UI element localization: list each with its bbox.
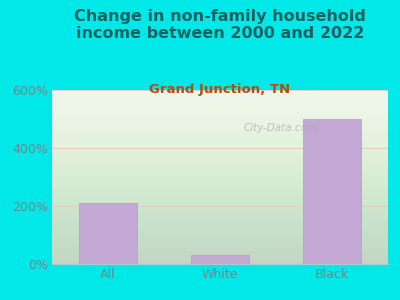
Text: Change in non-family household
income between 2000 and 2022: Change in non-family household income be… — [74, 9, 366, 41]
Bar — [303, 119, 361, 264]
Text: City-Data.com: City-Data.com — [244, 123, 318, 133]
Bar — [191, 255, 249, 264]
Text: Grand Junction, TN: Grand Junction, TN — [150, 82, 290, 95]
Bar — [79, 203, 137, 264]
